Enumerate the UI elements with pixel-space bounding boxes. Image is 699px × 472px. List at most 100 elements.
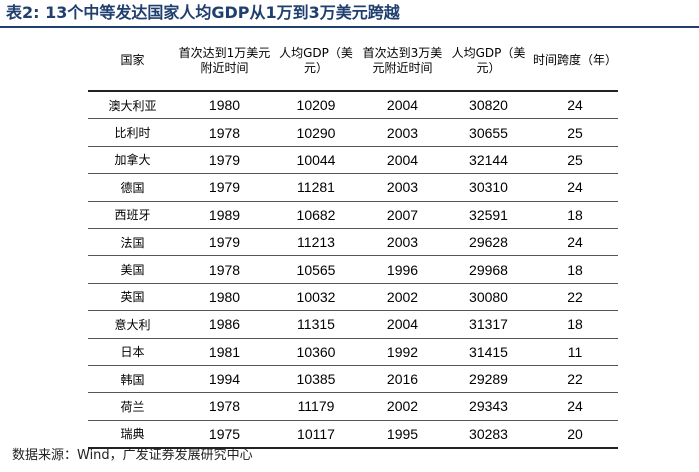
table-title: 表2: 13个中等发达国家人均GDP从1万到3万美元跨越 <box>6 3 400 22</box>
country-cell: 法国 <box>88 228 177 257</box>
value-cell: 29968 <box>445 255 532 284</box>
country-cell: 美国 <box>88 255 177 284</box>
value-cell: 10117 <box>272 420 360 450</box>
value-cell: 2016 <box>360 365 445 394</box>
country-cell: 英国 <box>88 283 177 312</box>
value-cell: 11 <box>532 338 618 366</box>
value-cell: 32591 <box>445 201 532 229</box>
value-cell: 2003 <box>360 118 445 147</box>
table-row: 德国 1979 11281 2003 30310 24 <box>88 173 618 202</box>
value-cell: 1979 <box>177 173 272 202</box>
value-cell: 29289 <box>445 365 532 394</box>
value-cell: 1979 <box>177 228 272 257</box>
table-row: 美国 1978 10565 1996 29968 18 <box>88 255 618 284</box>
country-cell: 韩国 <box>88 365 177 394</box>
value-cell: 1980 <box>177 283 272 312</box>
country-cell: 荷兰 <box>88 392 177 421</box>
table-row: 韩国 1994 10385 2016 29289 22 <box>88 365 618 394</box>
value-cell: 24 <box>532 228 618 257</box>
table-row: 日本 1981 10360 1992 31415 11 <box>88 338 618 366</box>
value-cell: 24 <box>532 392 618 421</box>
value-cell: 29343 <box>445 392 532 421</box>
country-cell: 加拿大 <box>88 146 177 175</box>
value-cell: 2003 <box>360 173 445 202</box>
value-cell: 11213 <box>272 228 360 257</box>
value-cell: 1978 <box>177 118 272 147</box>
value-cell: 1979 <box>177 146 272 175</box>
value-cell: 1996 <box>360 255 445 284</box>
value-cell: 1975 <box>177 420 272 450</box>
value-cell: 10385 <box>272 365 360 394</box>
value-cell: 10032 <box>272 283 360 312</box>
header-time-span: 时间跨度（年） <box>532 31 618 92</box>
gdp-table: 国家 首次达到1万美元附近时间 人均GDP（美元） 首次达到3万美元附近时间 人… <box>88 31 618 450</box>
value-cell: 11315 <box>272 310 360 339</box>
header-gdp-10k: 人均GDP（美元） <box>272 31 360 92</box>
value-cell: 31415 <box>445 338 532 366</box>
table-row: 意大利 1986 11315 2004 31317 18 <box>88 310 618 339</box>
value-cell: 1989 <box>177 201 272 229</box>
value-cell: 11281 <box>272 173 360 202</box>
value-cell: 1995 <box>360 420 445 450</box>
value-cell: 1980 <box>177 91 272 120</box>
value-cell: 2004 <box>360 91 445 120</box>
country-cell: 比利时 <box>88 118 177 147</box>
table-row: 荷兰 1978 11179 2002 29343 24 <box>88 392 618 421</box>
table-row: 澳大利亚 1980 10209 2004 30820 24 <box>88 91 618 120</box>
value-cell: 32144 <box>445 146 532 175</box>
value-cell: 11179 <box>272 392 360 421</box>
value-cell: 18 <box>532 201 618 229</box>
value-cell: 24 <box>532 173 618 202</box>
country-cell: 德国 <box>88 173 177 202</box>
table-row: 西班牙 1989 10682 2007 32591 18 <box>88 201 618 229</box>
header-row: 国家 首次达到1万美元附近时间 人均GDP（美元） 首次达到3万美元附近时间 人… <box>88 31 618 92</box>
value-cell: 25 <box>532 118 618 147</box>
value-cell: 30080 <box>445 283 532 312</box>
header-country: 国家 <box>88 31 177 92</box>
value-cell: 20 <box>532 420 618 450</box>
value-cell: 10290 <box>272 118 360 147</box>
value-cell: 10682 <box>272 201 360 229</box>
value-cell: 2007 <box>360 201 445 229</box>
value-cell: 22 <box>532 365 618 394</box>
table-row: 加拿大 1979 10044 2004 32144 25 <box>88 146 618 175</box>
value-cell: 1978 <box>177 392 272 421</box>
value-cell: 1978 <box>177 255 272 284</box>
country-cell: 日本 <box>88 338 177 366</box>
value-cell: 2002 <box>360 392 445 421</box>
header-gdp-30k: 人均GDP（美元） <box>445 31 532 92</box>
value-cell: 10044 <box>272 146 360 175</box>
value-cell: 10209 <box>272 91 360 120</box>
value-cell: 10565 <box>272 255 360 284</box>
value-cell: 2002 <box>360 283 445 312</box>
value-cell: 1994 <box>177 365 272 394</box>
value-cell: 1986 <box>177 310 272 339</box>
table-row: 比利时 1978 10290 2003 30655 25 <box>88 118 618 147</box>
value-cell: 22 <box>532 283 618 312</box>
value-cell: 30820 <box>445 91 532 120</box>
value-cell: 10360 <box>272 338 360 366</box>
value-cell: 30310 <box>445 173 532 202</box>
country-cell: 澳大利亚 <box>88 91 177 120</box>
country-cell: 意大利 <box>88 310 177 339</box>
value-cell: 1992 <box>360 338 445 366</box>
value-cell: 1981 <box>177 338 272 366</box>
value-cell: 18 <box>532 255 618 284</box>
value-cell: 31317 <box>445 310 532 339</box>
table-row: 瑞典 1975 10117 1995 30283 20 <box>88 420 618 450</box>
table-row: 英国 1980 10032 2002 30080 22 <box>88 283 618 312</box>
header-first-10k-year: 首次达到1万美元附近时间 <box>177 31 272 92</box>
value-cell: 30283 <box>445 420 532 450</box>
table-row: 法国 1979 11213 2003 29628 24 <box>88 228 618 257</box>
value-cell: 29628 <box>445 228 532 257</box>
value-cell: 2003 <box>360 228 445 257</box>
value-cell: 30655 <box>445 118 532 147</box>
source-note: 数据来源：Wind，广发证券发展研究中心 <box>12 448 253 463</box>
value-cell: 2004 <box>360 146 445 175</box>
value-cell: 2004 <box>360 310 445 339</box>
value-cell: 18 <box>532 310 618 339</box>
value-cell: 25 <box>532 146 618 175</box>
country-cell: 西班牙 <box>88 201 177 229</box>
country-cell: 瑞典 <box>88 420 177 450</box>
title-underline <box>0 26 699 28</box>
